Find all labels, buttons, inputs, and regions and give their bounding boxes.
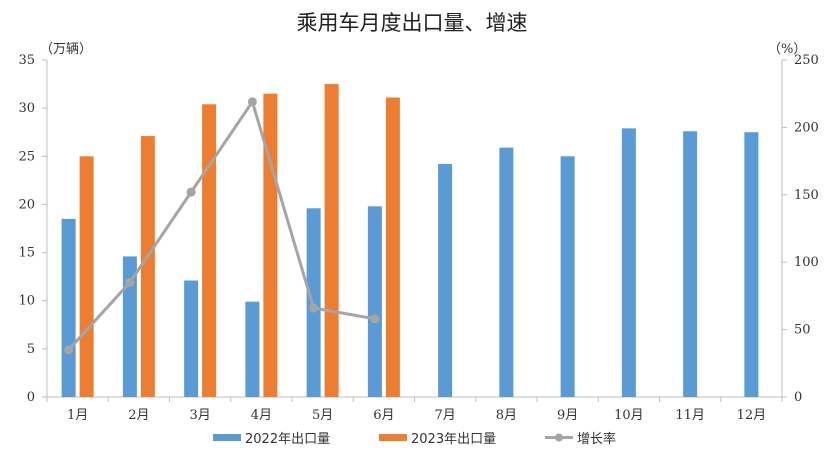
- x-tick-label: 2月: [128, 408, 149, 423]
- left-tick-label: 30: [18, 101, 35, 116]
- bar-2022-12: [744, 132, 759, 397]
- growth-rate-line: [67, 100, 376, 351]
- bar-2023-5: [324, 84, 339, 398]
- x-axis-labels: 1月 2月 3月 4月 5月 6月 7月 8月 9月 10月 11月 12月: [67, 408, 766, 423]
- bar-2022-1: [61, 218, 76, 397]
- x-tick-label: 3月: [189, 408, 210, 423]
- bar-2022-5: [306, 208, 321, 397]
- x-tick-label: 8月: [496, 408, 517, 423]
- left-tick-label: 20: [18, 197, 35, 212]
- right-tick-label: 250: [794, 53, 819, 68]
- bar-2022-7: [438, 163, 453, 397]
- axes: 0 5 10 15 20 25 30 35 0 50 100 150 200 250: [18, 53, 818, 405]
- bar-2023-2: [140, 136, 155, 397]
- x-tick-label: 1月: [67, 408, 88, 423]
- left-tick-label: 10: [18, 294, 35, 309]
- left-axis-unit: （万辆）: [40, 42, 92, 57]
- x-tick-label: 6月: [373, 408, 394, 423]
- legend-label: 增长率: [577, 431, 616, 447]
- bar-2022-11: [683, 131, 698, 397]
- left-tick-label: 35: [18, 53, 35, 68]
- legend-label: 2022年出口量: [245, 432, 330, 447]
- bar-2022-9: [560, 156, 575, 397]
- legend-swatch: [379, 434, 407, 441]
- bar-2022-8: [499, 147, 514, 397]
- growth-point-3: [186, 187, 196, 197]
- left-tick-label: 25: [18, 149, 35, 164]
- growth-point-5: [309, 303, 319, 313]
- bar-2023-1: [79, 156, 94, 397]
- right-tick-label: 50: [794, 323, 811, 338]
- x-tick-label: 12月: [737, 408, 767, 423]
- growth-point-2: [125, 277, 135, 287]
- legend-label: 2023年出口量: [411, 432, 496, 447]
- bar-2022-4: [245, 301, 260, 397]
- bar-2023-3: [202, 104, 217, 397]
- bar-2023-4: [263, 93, 278, 397]
- bar-2022-2: [122, 256, 137, 397]
- right-tick-label: 100: [794, 255, 819, 270]
- bar-2022-3: [184, 280, 199, 397]
- left-tick-label: 5: [27, 342, 35, 357]
- bar-2022-6: [367, 206, 382, 397]
- growth-line: [64, 97, 380, 355]
- x-tick-label: 10月: [614, 408, 644, 423]
- bars: [61, 84, 759, 398]
- right-tick-label: 0: [794, 390, 802, 405]
- x-tick-label: 4月: [251, 408, 272, 423]
- x-tick-label: 11月: [675, 408, 705, 423]
- right-tick-label: 200: [794, 120, 819, 135]
- growth-point-6: [370, 314, 380, 324]
- x-tick-label: 9月: [557, 408, 578, 423]
- growth-point-4: [247, 97, 257, 107]
- bar-2022-10: [621, 128, 636, 397]
- growth-point-1: [64, 345, 74, 355]
- bar-2023-6: [385, 97, 400, 398]
- left-tick-label: 15: [18, 246, 35, 261]
- legend-marker: [555, 433, 563, 442]
- legend-swatch: [213, 434, 241, 441]
- left-tick-label: 0: [27, 390, 35, 405]
- x-tick-label: 5月: [312, 408, 333, 423]
- legend: 2022年出口量 2023年出口量 增长率: [213, 431, 616, 447]
- right-tick-label: 150: [794, 188, 819, 203]
- x-tick-label: 7月: [434, 408, 455, 423]
- right-axis-unit: （%）: [768, 42, 806, 57]
- chart-title: 乘用车月度出口量、增速: [297, 11, 528, 35]
